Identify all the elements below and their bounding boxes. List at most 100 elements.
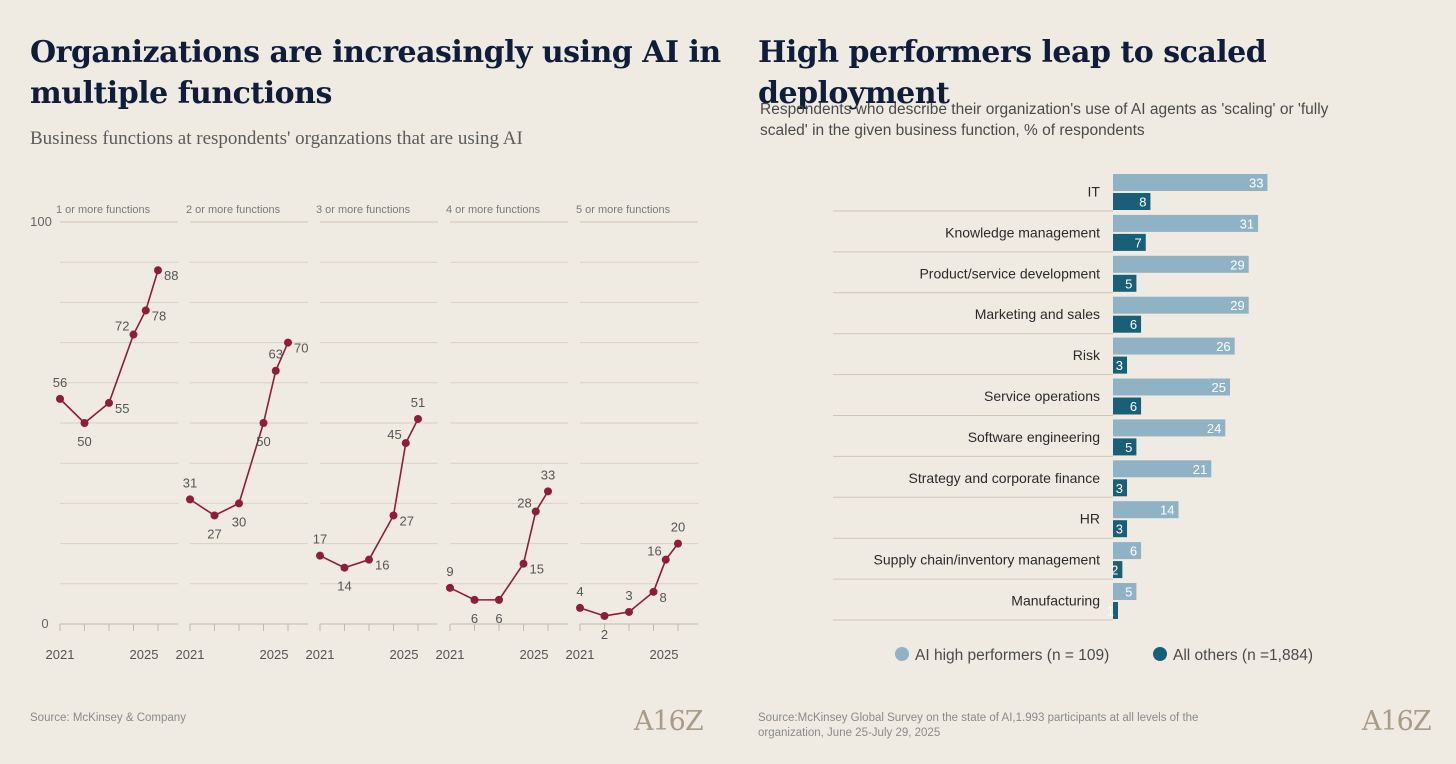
- bar-row: 62 Supply chain/inventory management: [833, 542, 1142, 580]
- data-point: [470, 595, 479, 604]
- bar-all-others: [1113, 193, 1151, 210]
- data-label: 70: [294, 341, 308, 356]
- bar-row: 33 8 IT: [833, 174, 1268, 212]
- category-label: HR: [1080, 511, 1100, 527]
- category-label: Product/service development: [919, 265, 1100, 281]
- category-label: Manufacturing: [1011, 593, 1100, 609]
- data-label: 6: [495, 611, 502, 626]
- data-point: [284, 338, 292, 347]
- x-tick-label: 2025: [520, 647, 549, 662]
- data-label: 6: [471, 611, 478, 626]
- bar-value-label: 8: [1139, 195, 1146, 210]
- data-point: [316, 551, 324, 560]
- x-tick-label: 2025: [390, 647, 419, 662]
- data-point: [235, 499, 243, 508]
- y-tick-label: 0: [41, 616, 48, 631]
- data-label: 55: [115, 401, 129, 416]
- left-title-line1: Organizations are increasingly using AI …: [30, 35, 721, 70]
- bar-all-others: [1113, 315, 1142, 333]
- data-point: [446, 583, 454, 592]
- series-line: [319, 418, 419, 569]
- data-point: [129, 330, 138, 339]
- x-tick-label: 2025: [130, 647, 159, 662]
- bar-high-performers: [1113, 337, 1235, 355]
- data-label: 27: [207, 526, 221, 541]
- data-point: [259, 419, 268, 427]
- bar-value-label: 21: [1193, 462, 1207, 477]
- bar-row: 31 7 Knowledge management: [833, 214, 1259, 253]
- data-label: 4: [576, 584, 583, 599]
- bar-row: 26 3 Risk: [833, 337, 1235, 376]
- left-title-line2: multiple functions: [30, 76, 332, 111]
- data-label: 78: [152, 308, 166, 323]
- right-source: Source:McKinsey Global Survey on the sta…: [758, 711, 1198, 741]
- bar-all-others: [1113, 479, 1128, 497]
- data-point: [340, 563, 349, 572]
- line-panel-1: 2021 2025 1 or more functions 56 50 55 72 78 88: [46, 204, 179, 662]
- x-tick-label: 2021: [306, 647, 335, 662]
- bar-value-label: 31: [1240, 216, 1254, 231]
- data-label: 16: [647, 544, 661, 559]
- bar-all-others: [1113, 356, 1128, 374]
- data-label: 88: [164, 268, 178, 283]
- bar-value-label: 14: [1160, 503, 1174, 518]
- data-label: 30: [232, 514, 246, 529]
- y-tick-label: 100: [30, 214, 52, 229]
- category-label: IT: [1088, 184, 1101, 200]
- bar-all-others: [1113, 438, 1137, 456]
- right-source-line1: Source:McKinsey Global Survey on the sta…: [758, 712, 1199, 724]
- data-point: [414, 414, 422, 423]
- data-point: [649, 587, 658, 596]
- legend-swatch-all-others: [1153, 647, 1167, 661]
- right-chart-title: High performers leap to scaled deploymen…: [758, 35, 1267, 111]
- bar-all-others: [1113, 397, 1142, 415]
- bar-value-label: 29: [1230, 298, 1244, 313]
- data-label: 33: [541, 467, 555, 482]
- data-label: 56: [53, 375, 67, 390]
- data-point: [80, 419, 89, 427]
- bar-value-label: 5: [1125, 440, 1132, 455]
- data-point: [544, 487, 552, 496]
- bar-value-label: 29: [1230, 257, 1244, 272]
- bar-high-performers: [1113, 542, 1142, 560]
- data-label: 20: [671, 520, 685, 535]
- bar-value-label: 3: [1116, 522, 1123, 537]
- data-label: 14: [337, 579, 351, 594]
- data-label: 3: [625, 588, 632, 603]
- bar-high-performers: [1113, 460, 1212, 478]
- data-point: [401, 439, 410, 448]
- bar-high-performers: [1113, 378, 1230, 396]
- a16z-logo-left: A16Z: [634, 706, 704, 737]
- category-label: Marketing and sales: [975, 306, 1100, 322]
- line-panel-2: 2021 2025 2 or more functions 31 27 30 50 63 70: [176, 204, 309, 662]
- x-tick-label: 2021: [566, 647, 595, 662]
- data-label: 45: [387, 427, 401, 442]
- bar-all-others: [1113, 233, 1146, 251]
- data-label: 27: [400, 513, 414, 528]
- bar-high-performers: [1113, 255, 1249, 273]
- x-tick-label: 2021: [436, 647, 465, 662]
- bar-row: 21 3 Strategy and corporate finance: [833, 460, 1212, 498]
- bar-high-performers: [1113, 501, 1179, 519]
- data-label: 16: [375, 558, 389, 573]
- data-label: 31: [183, 475, 197, 490]
- right-source-line2: organization, June 25-July 29, 2025: [758, 727, 941, 739]
- bar-row: 25 6 Service operations: [833, 378, 1230, 416]
- bar-row: 29 6 Marketing and sales: [833, 296, 1249, 335]
- x-tick-label: 2025: [650, 647, 679, 662]
- data-point: [519, 559, 528, 568]
- data-point: [600, 611, 609, 620]
- bar-value-label: 33: [1249, 176, 1263, 191]
- bar-all-others: [1113, 520, 1128, 538]
- bar-all-others: [1113, 602, 1118, 619]
- data-label: 9: [446, 564, 453, 579]
- category-label: Software engineering: [968, 429, 1100, 445]
- data-point: [495, 595, 503, 604]
- data-label: 50: [256, 434, 270, 449]
- data-point: [531, 507, 540, 516]
- data-point: [389, 511, 398, 520]
- data-label: 17: [313, 532, 327, 547]
- bar-row: 29 5 Product/service development: [833, 255, 1249, 294]
- data-point: [674, 539, 682, 548]
- line-panel-4: 2021 2025 4 or more functions 9 6 6 15 28 33: [436, 204, 568, 662]
